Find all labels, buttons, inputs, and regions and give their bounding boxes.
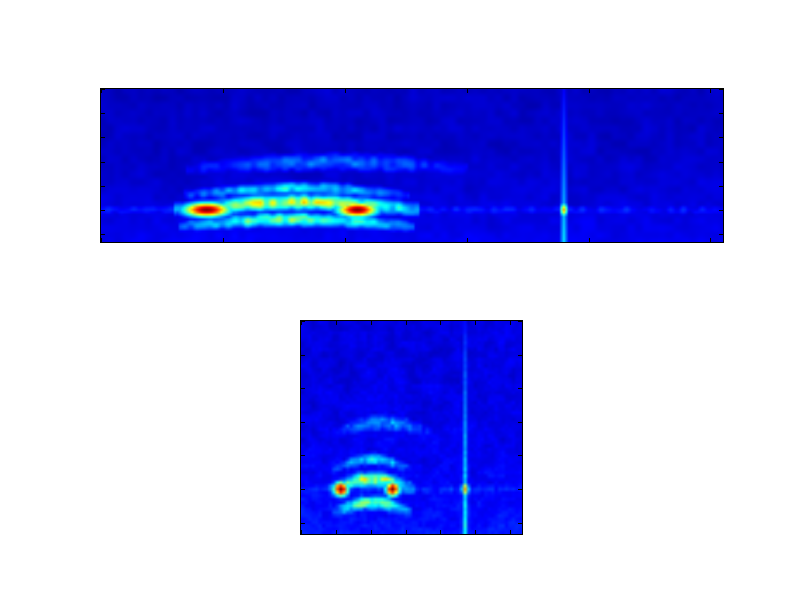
y-tick-mark: [101, 113, 105, 115]
y-tick-mark: [301, 354, 305, 356]
x-tick-mark-top: [440, 321, 442, 325]
x-tick-mark-top: [588, 89, 590, 93]
y-tick-mark: [301, 388, 305, 390]
x-tick-mark-top: [510, 321, 512, 325]
y-tick-mark-right: [518, 488, 522, 490]
spectrogram-after: [301, 321, 522, 534]
spectrogram-before: [101, 89, 723, 242]
y-tick-mark: [101, 137, 105, 139]
x-tick-mark: [344, 238, 346, 242]
axes-after-max-pooling: afterMaxPooling.png 01020304050600102030…: [300, 320, 523, 535]
x-tick-mark: [101, 238, 102, 242]
x-tick-mark: [222, 238, 224, 242]
x-tick-mark: [335, 530, 337, 534]
x-tick-mark-top: [466, 89, 468, 93]
y-tick-mark: [101, 185, 105, 187]
x-tick-mark-top: [475, 321, 477, 325]
x-tick-mark: [466, 238, 468, 242]
y-tick-mark-right: [518, 522, 522, 524]
y-tick-mark: [101, 234, 105, 236]
y-tick-mark-right: [518, 421, 522, 423]
y-tick-mark-right: [518, 354, 522, 356]
y-tick-mark-right: [719, 137, 723, 139]
y-tick-mark-right: [719, 113, 723, 115]
x-tick-mark: [588, 238, 590, 242]
y-tick-mark: [301, 522, 305, 524]
x-tick-mark-top: [222, 89, 224, 93]
x-tick-mark: [475, 530, 477, 534]
y-tick-mark-right: [719, 234, 723, 236]
y-tick-mark: [101, 161, 105, 163]
y-tick-mark-right: [719, 161, 723, 163]
x-tick-mark: [710, 238, 712, 242]
y-tick-mark-right: [719, 185, 723, 187]
x-tick-mark-top: [710, 89, 712, 93]
x-tick-mark-top: [101, 89, 102, 93]
x-tick-mark-top: [335, 321, 337, 325]
spectrogram-canvas-after: [301, 321, 522, 534]
y-tick-mark: [101, 89, 105, 90]
x-tick-mark-top: [344, 89, 346, 93]
y-tick-mark: [301, 455, 305, 457]
y-tick-mark-right: [518, 455, 522, 457]
x-tick-mark-top: [301, 321, 302, 325]
y-tick-mark: [101, 210, 105, 212]
x-tick-mark: [405, 530, 407, 534]
x-tick-mark: [440, 530, 442, 534]
x-tick-mark: [301, 530, 302, 534]
x-tick-mark: [370, 530, 372, 534]
y-tick-mark: [301, 321, 305, 322]
y-tick-mark-right: [719, 210, 723, 212]
y-tick-mark-right: [518, 321, 522, 322]
y-tick-mark-right: [719, 89, 723, 90]
x-tick-mark: [510, 530, 512, 534]
y-tick-mark: [301, 488, 305, 490]
x-tick-mark-top: [370, 321, 372, 325]
axes-before-max-pooling: beforeMaxPooling.png 0102030405060050100…: [100, 88, 724, 243]
spectrogram-canvas-before: [101, 89, 723, 242]
y-tick-mark-right: [518, 388, 522, 390]
x-tick-mark-top: [405, 321, 407, 325]
y-tick-mark: [301, 421, 305, 423]
